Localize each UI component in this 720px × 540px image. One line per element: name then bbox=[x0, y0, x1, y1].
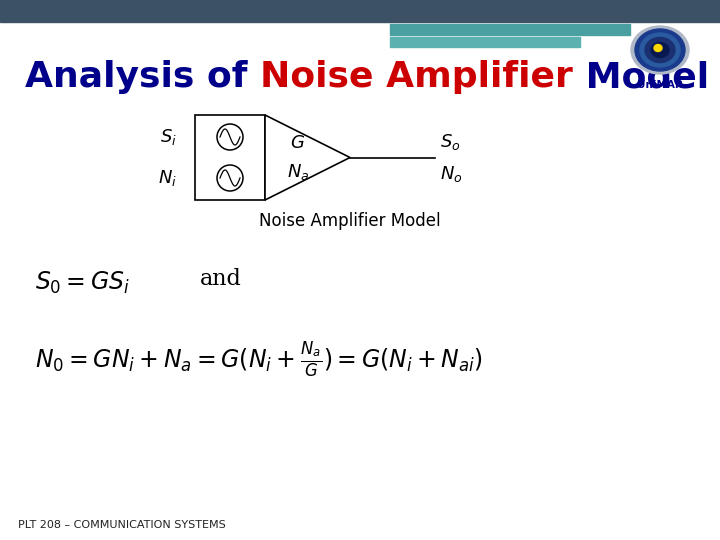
Ellipse shape bbox=[635, 29, 685, 71]
Ellipse shape bbox=[654, 44, 662, 51]
Polygon shape bbox=[265, 115, 350, 200]
Text: UniMAP: UniMAP bbox=[637, 80, 683, 90]
Text: Noise Amplifier Model: Noise Amplifier Model bbox=[259, 212, 441, 230]
Text: $S_0 = GS_i$: $S_0 = GS_i$ bbox=[35, 270, 130, 296]
Text: Analysis of: Analysis of bbox=[25, 60, 260, 94]
Ellipse shape bbox=[645, 37, 675, 63]
Bar bbox=[195, 115, 265, 200]
Circle shape bbox=[217, 165, 243, 191]
Bar bbox=[390, 24, 630, 35]
Text: $N_0 = GN_i + N_a = G(N_i + \frac{N_a}{G}) = G(N_i + N_{ai})$: $N_0 = GN_i + N_a = G(N_i + \frac{N_a}{G… bbox=[35, 340, 483, 380]
Text: $N_o$: $N_o$ bbox=[440, 164, 463, 184]
Text: Model: Model bbox=[573, 60, 709, 94]
Text: $N_a$: $N_a$ bbox=[287, 161, 310, 181]
Text: $S_o$: $S_o$ bbox=[440, 132, 461, 152]
Text: PLT 208 – COMMUNICATION SYSTEMS: PLT 208 – COMMUNICATION SYSTEMS bbox=[18, 520, 226, 530]
Bar bbox=[0, 0, 720, 22]
Text: $S_i$: $S_i$ bbox=[160, 127, 177, 147]
Text: Noise Amplifier: Noise Amplifier bbox=[260, 60, 573, 94]
Circle shape bbox=[217, 124, 243, 150]
Ellipse shape bbox=[631, 26, 689, 74]
Text: and: and bbox=[200, 268, 242, 290]
Ellipse shape bbox=[651, 43, 669, 57]
Ellipse shape bbox=[640, 33, 680, 67]
Text: $N_i$: $N_i$ bbox=[158, 168, 177, 188]
Text: $G$: $G$ bbox=[290, 134, 305, 152]
Bar bbox=[390, 37, 580, 47]
